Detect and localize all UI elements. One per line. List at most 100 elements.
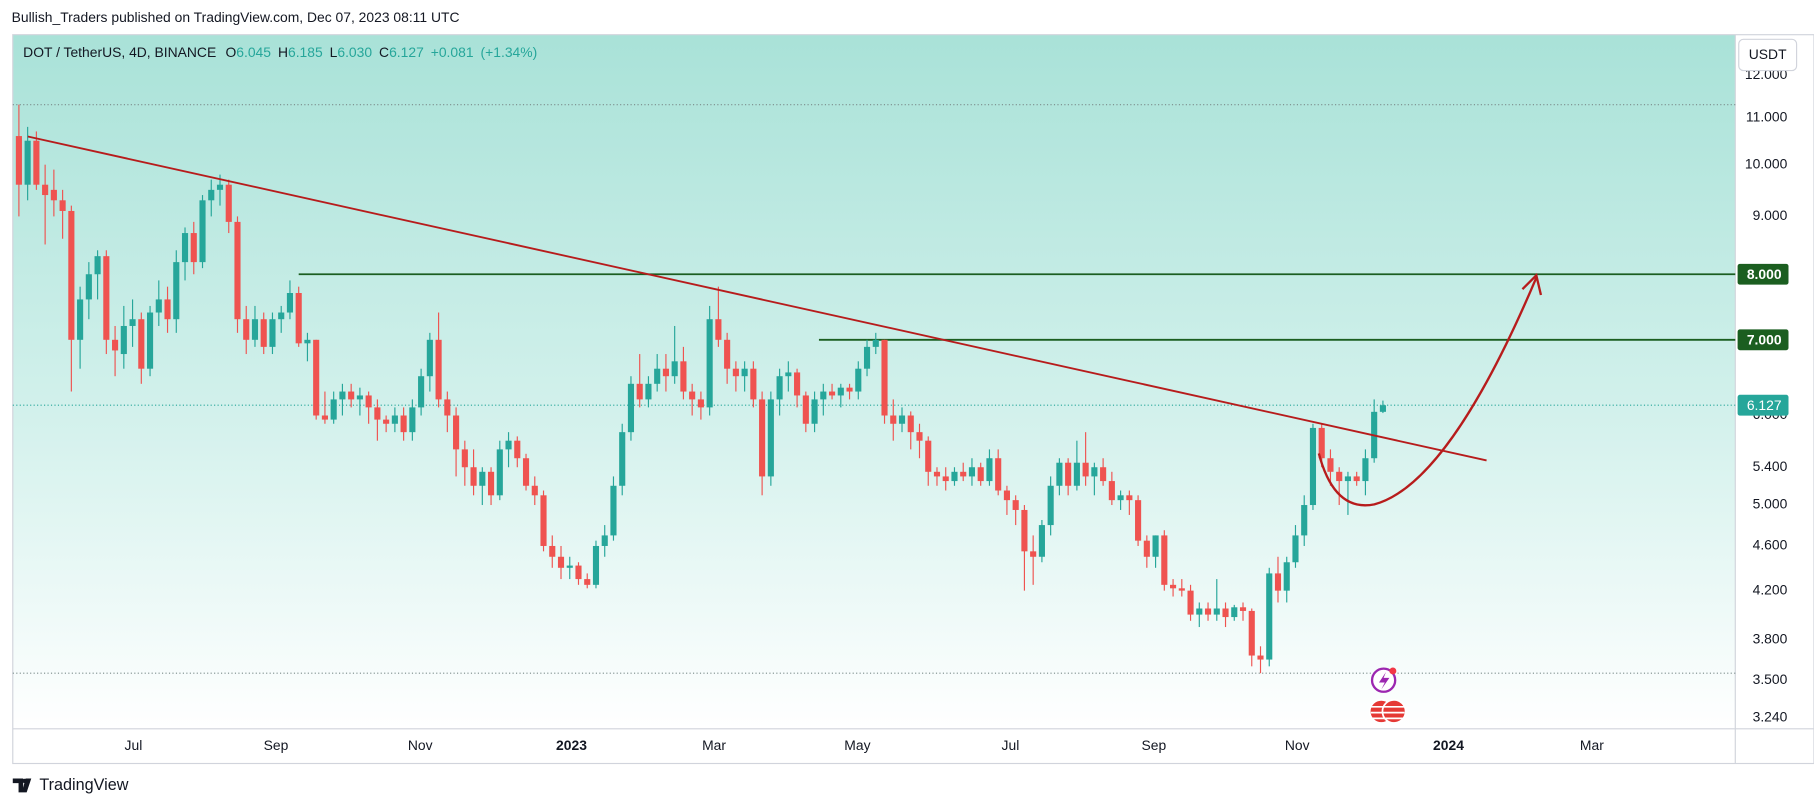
candle-body: [330, 399, 337, 420]
candle-body: [243, 319, 250, 340]
candle-body: [1012, 500, 1019, 510]
candle-body: [794, 372, 801, 396]
candle-body: [1030, 551, 1037, 557]
y-tick-label: 10.000: [1745, 155, 1788, 171]
currency-label[interactable]: USDT: [1749, 46, 1787, 62]
candle-body: [1292, 535, 1299, 563]
candle-body: [1309, 427, 1317, 506]
candle-body: [1379, 405, 1386, 412]
candle-body: [1327, 458, 1334, 472]
candle-body: [418, 376, 425, 408]
candle-body: [103, 256, 110, 340]
candles-layer: [15, 104, 1386, 674]
level-label-box: [1737, 263, 1789, 285]
x-tick-label: Jul: [125, 737, 143, 753]
candle-body: [1344, 476, 1351, 482]
candle-body: [164, 299, 171, 320]
candle-body: [785, 372, 792, 377]
candle-body: [1257, 655, 1264, 660]
candle-body: [216, 184, 224, 190]
candle-body: [1362, 458, 1369, 482]
candle-body: [383, 419, 390, 424]
projection-arrow: [1317, 277, 1538, 507]
candle-body: [942, 476, 949, 482]
candle-body: [1204, 608, 1212, 615]
x-tick-label: Sep: [264, 737, 289, 753]
legend-change: +0.081: [431, 44, 474, 60]
candle-body: [286, 293, 294, 313]
candle-body: [627, 383, 635, 433]
candle-body: [715, 319, 722, 340]
candle-body: [68, 210, 75, 340]
candle-body: [1082, 462, 1089, 477]
y-tick-label: 11.000: [1746, 109, 1788, 125]
candle-body: [1091, 467, 1098, 477]
legend-key: H: [278, 44, 288, 60]
candle-body: [654, 368, 661, 384]
candle-body: [557, 556, 565, 568]
y-tick-label: 9.000: [1753, 207, 1788, 223]
candle-body: [1283, 562, 1290, 591]
candle-body: [741, 368, 748, 377]
x-tick-label: 2023: [556, 737, 587, 753]
y-tick-label: 3.240: [1753, 709, 1788, 725]
candle-body: [155, 299, 162, 313]
symbol: DOT / TetherUS, 4D, BINANCE: [23, 44, 216, 60]
candle-body: [94, 256, 101, 275]
level-label: 8.000: [1747, 266, 1782, 282]
candle-body: [190, 233, 197, 263]
candle-body: [313, 339, 320, 416]
x-tick-label: Nov: [408, 737, 433, 753]
candle-body: [549, 545, 556, 557]
candle-body: [916, 432, 923, 441]
lines-layer: [12, 104, 1736, 674]
candle-body: [811, 399, 818, 424]
candle-body: [321, 415, 328, 420]
candle-body: [295, 293, 302, 344]
currency-button[interactable]: [1738, 38, 1798, 72]
y-tick-label: 4.600: [1753, 537, 1788, 553]
candle-body: [59, 200, 66, 211]
candle-body: [1073, 462, 1080, 486]
candle-body: [1266, 573, 1273, 660]
candle-body: [1003, 490, 1010, 501]
candle-body: [645, 383, 652, 400]
candle-body: [968, 467, 976, 477]
candle-body: [1100, 467, 1107, 482]
candle-body: [33, 140, 40, 185]
candle-body: [977, 467, 984, 482]
candle-body: [146, 312, 154, 369]
candle-body: [391, 415, 398, 424]
axis-layer: 3.2403.5003.8004.2004.6005.0005.4006.000…: [125, 66, 1789, 753]
footer-logo: [12, 778, 32, 793]
candle-body: [120, 325, 127, 355]
candle-body: [1318, 427, 1325, 459]
candle-body: [260, 319, 267, 347]
x-tick-label: Sep: [1141, 737, 1166, 753]
logo-dot: [22, 778, 27, 783]
candle-body: [671, 361, 678, 377]
candle-body: [1301, 505, 1308, 536]
candle-body: [1178, 588, 1185, 591]
x-tick-label: Mar: [1580, 737, 1604, 753]
candle-body: [1135, 500, 1142, 541]
candle-body: [15, 136, 22, 185]
candle-body: [1143, 540, 1150, 557]
candle-body: [933, 471, 941, 477]
candle-body: [77, 299, 84, 340]
candle-body: [1021, 509, 1028, 552]
candle-body: [487, 471, 495, 496]
candle-body: [960, 471, 967, 477]
candle-body: [759, 399, 766, 477]
candle-body: [1126, 495, 1133, 501]
candle-body: [1038, 525, 1045, 557]
candle-body: [907, 415, 914, 433]
candle-body: [1336, 471, 1343, 482]
candle-body: [112, 339, 119, 351]
flag-icon: [1381, 699, 1407, 724]
candle-body: [750, 368, 757, 400]
candle-body: [890, 415, 897, 424]
legend-value: 6.127: [389, 44, 424, 60]
candle-body: [1248, 610, 1255, 656]
